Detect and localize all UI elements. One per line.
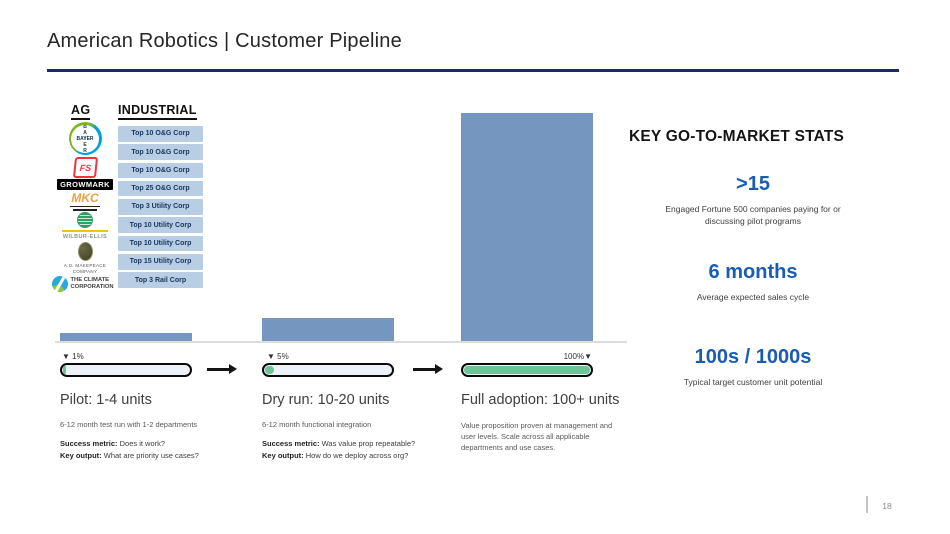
progress-bar-full-adoption xyxy=(461,363,593,377)
stage-details-pilot: Success metric: Does it work? Key output… xyxy=(60,439,199,460)
stat-unit-potential: 100s / 1000s Typical target customer uni… xyxy=(628,346,878,389)
industrial-box-column: Top 10 O&G Corp Top 10 O&G Corp Top 10 O… xyxy=(118,126,203,288)
swirl-globe-icon xyxy=(51,275,68,292)
stage-title-full-adoption: Full adoption: 100+ units xyxy=(461,392,620,408)
funnel-bar-pilot xyxy=(60,333,192,341)
fs-logo: FS xyxy=(72,156,98,178)
climate-corporation-logo: THE CLIMATE CORPORATION xyxy=(51,275,119,292)
stage-subtitle-dry-run: 6-12 month functional integration xyxy=(262,420,372,429)
title-underline xyxy=(47,69,899,72)
stage-title-dry-run: Dry run: 10-20 units xyxy=(262,392,390,408)
stat-description: Average expected sales cycle xyxy=(696,292,810,302)
progress-bar-dry-run xyxy=(262,363,394,377)
stat-value: 100s / 1000s xyxy=(694,346,812,368)
industrial-box: Top 10 O&G Corp xyxy=(118,126,203,142)
industrial-column-header: INDUSTRIAL xyxy=(118,103,197,120)
bayer-ring-icon: BAYER BAYER xyxy=(68,122,102,155)
stat-sales-cycle: 6 months Average expected sales cycle xyxy=(628,261,878,304)
industrial-box: Top 3 Rail Corp xyxy=(118,272,203,288)
funnel-bar-dry-run xyxy=(262,318,394,341)
stat-value: 6 months xyxy=(708,261,798,283)
stage-subtitle-pilot: 6-12 month test run with 1-2 departments xyxy=(60,420,198,429)
industrial-box: Top 3 Utility Corp xyxy=(118,199,203,215)
progress-fill xyxy=(464,366,590,374)
wilbur-ellis-underline xyxy=(62,230,108,233)
progress-label-full-adoption: 100%▼ xyxy=(563,352,592,361)
progress-label-dry-run: ▼ 5% xyxy=(267,352,289,361)
progress-fill xyxy=(63,366,66,374)
mkc-tagline-bar xyxy=(70,205,100,208)
industrial-box: Top 10 Utility Corp xyxy=(118,217,203,233)
key-stats-header: KEY GO-TO-MARKET STATS xyxy=(629,128,845,145)
footer-divider xyxy=(866,496,868,513)
industrial-box: Top 10 O&G Corp xyxy=(118,144,203,160)
industrial-box: Top 25 O&G Corp xyxy=(118,180,203,197)
flow-arrow-icon xyxy=(413,364,443,373)
stat-engaged-companies: >15 Engaged Fortune 500 companies paying… xyxy=(628,173,878,228)
globe-icon xyxy=(77,212,93,229)
flow-arrow-icon xyxy=(207,364,237,373)
stage-details-dry-run: Success metric: Was value prop repeatabl… xyxy=(262,439,416,460)
mkc-logo: MKC xyxy=(65,192,105,211)
funnel-bar-full-adoption xyxy=(461,113,593,341)
slide-title: American Robotics | Customer Pipeline xyxy=(47,30,402,52)
chart-axis-line xyxy=(55,341,627,343)
industrial-box: Top 10 O&G Corp xyxy=(118,162,203,179)
progress-label-pilot: ▼ 1% xyxy=(62,352,84,361)
progress-fill xyxy=(265,366,274,374)
stat-description: Engaged Fortune 500 companies paying for… xyxy=(665,204,841,226)
stage-body-full-adoption: Value proposition proven at management a… xyxy=(461,421,613,452)
stage-title-pilot: Pilot: 1-4 units xyxy=(60,392,152,408)
stat-value: >15 xyxy=(736,173,770,195)
mkc-tagline-bar xyxy=(73,208,97,211)
ag-column-header: AG xyxy=(71,103,91,120)
ag-logo-column: BAYER BAYER FS GROWMARK MKC WILBUR-ELLIS… xyxy=(51,122,114,292)
progress-bar-pilot xyxy=(60,363,192,377)
industrial-box: Top 15 Utility Corp xyxy=(118,253,203,270)
wilbur-ellis-logo: WILBUR-ELLIS xyxy=(62,212,108,240)
ad-makepeace-logo: A.D. MAKEPEACE COMPANY xyxy=(58,241,112,275)
bayer-logo: BAYER BAYER xyxy=(68,122,102,155)
growmark-logo: GROWMARK xyxy=(57,179,113,191)
industrial-box: Top 10 Utility Corp xyxy=(118,235,203,252)
oval-seal-icon xyxy=(77,241,93,261)
page-number: 18 xyxy=(882,501,892,511)
stat-description: Typical target customer unit potential xyxy=(683,377,823,387)
